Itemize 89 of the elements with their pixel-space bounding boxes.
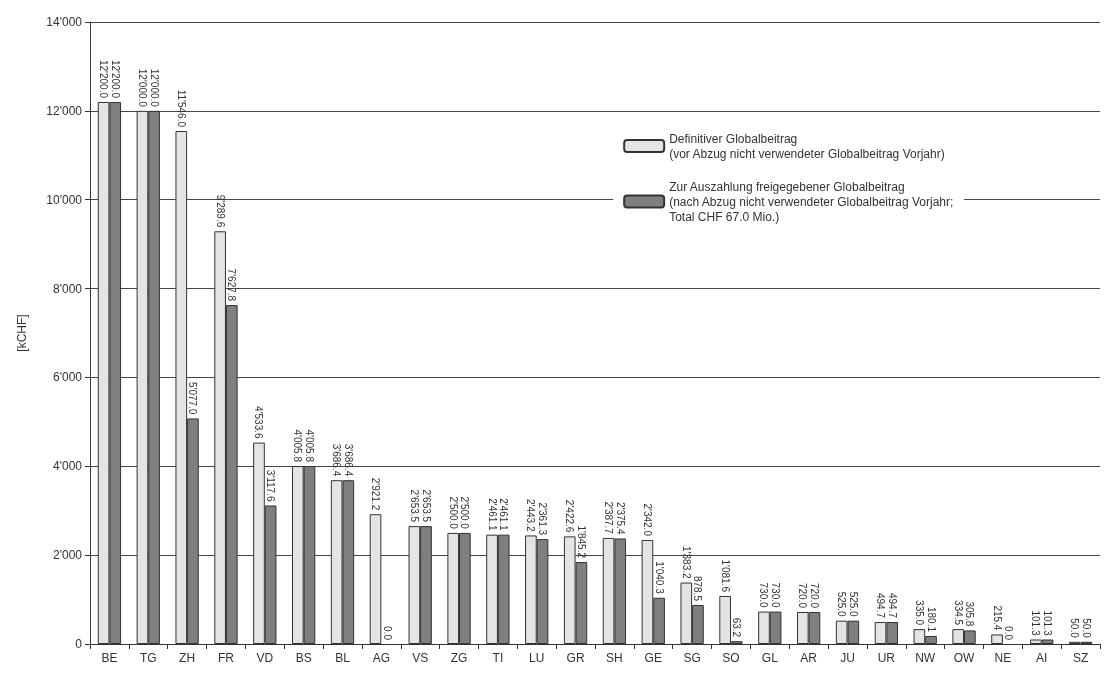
x-tick-label: VS: [412, 651, 429, 665]
x-tick-label: ZG: [450, 651, 468, 665]
x-tick-label: JU: [840, 651, 855, 665]
data-label: 2'375.4: [614, 501, 626, 535]
data-label: 2'921.2: [370, 477, 382, 511]
data-label: 12'200.0: [109, 59, 121, 99]
data-label: 1'040.3: [653, 561, 665, 595]
data-label: 9'289.6: [214, 194, 226, 228]
data-label: 50.0: [1069, 618, 1081, 639]
x-tick-label: TI: [492, 651, 504, 665]
data-label: 305.8: [964, 601, 976, 627]
x-tick-label: TG: [139, 651, 157, 665]
data-label: 2'461.1: [498, 498, 510, 532]
y-tick-label: 4'000: [53, 459, 83, 474]
y-tick-label: 10'000: [46, 192, 83, 207]
y-tick-label: 14'000: [46, 15, 83, 29]
legend-label: Definitiver Globalbeitrag (vor Abzug nicht verwendeter Globalbeitrag Vorjahr): [669, 131, 945, 161]
data-label: 2'653.5: [420, 489, 432, 523]
data-label: 878.5: [692, 575, 704, 602]
data-label: 2'653.5: [408, 489, 420, 523]
data-label: 525.0: [847, 591, 859, 618]
x-tick-label: SH: [606, 651, 623, 665]
y-tick-label: 12'000: [46, 103, 83, 118]
x-tick-label: OW: [953, 651, 976, 665]
x-tick-label: GR: [566, 651, 585, 665]
data-label: 2'422.6: [564, 499, 576, 533]
data-label: 2'500.0: [459, 496, 471, 530]
data-label: 180.1: [925, 606, 937, 633]
y-tick-label: 0: [75, 637, 83, 651]
x-tick-label: AR: [800, 651, 818, 665]
data-label: 2'461.1: [486, 498, 498, 532]
x-tick-label: NE: [994, 651, 1012, 665]
data-label: 335.0: [913, 600, 925, 626]
data-label: 4'533.6: [253, 406, 265, 440]
x-tick-label: UR: [877, 651, 896, 665]
x-tick-label: FR: [217, 651, 235, 665]
data-label: 334.5: [952, 600, 964, 626]
data-label: 494.7: [875, 592, 887, 619]
data-label: 730.0: [770, 582, 782, 608]
x-tick-label: AG: [372, 651, 391, 665]
x-tick-label: NW: [915, 651, 936, 665]
x-tick-label: BS: [295, 651, 312, 665]
data-label: 0.0: [381, 626, 393, 641]
data-label: 1'845.2: [575, 525, 587, 559]
data-label: 101.3: [1042, 610, 1054, 636]
x-tick-label: GL: [761, 651, 779, 665]
data-label: 525.0: [836, 591, 848, 618]
data-label: 2'500.0: [447, 496, 459, 530]
x-tick-label: LU: [529, 651, 545, 665]
data-label: 5'077.0: [187, 381, 199, 415]
data-label: 3'686.4: [331, 443, 343, 477]
y-tick-label: 6'000: [53, 370, 83, 385]
legend-label: Zur Auszahlung freigegebener Globalbeitrag (nach Abzug nicht verwendeter Globalbeitrag Vorjahr; Total CHF 67.0 Mio.): [669, 179, 954, 224]
x-tick-label: GE: [644, 651, 662, 665]
data-label: 215.4: [991, 605, 1003, 631]
data-label: 720.0: [808, 582, 820, 609]
data-label: 2'387.7: [603, 501, 615, 535]
data-label: 3'686.4: [342, 443, 354, 477]
data-label: 1'383.2: [680, 546, 692, 579]
data-label: 494.7: [886, 592, 898, 619]
x-tick-label: SZ: [1072, 651, 1089, 665]
data-label: 4'005.8: [292, 429, 304, 463]
y-tick-label: 2'000: [53, 548, 83, 563]
x-tick-label: BE: [101, 651, 118, 665]
x-tick-label: SO: [722, 651, 740, 665]
y-tick-label: 8'000: [53, 281, 83, 296]
data-label: 101.3: [1030, 610, 1042, 636]
data-label: 2'342.0: [641, 503, 653, 537]
x-tick-label: ZH: [179, 651, 196, 665]
data-label: 12'000.0: [148, 68, 160, 108]
x-tick-label: VD: [256, 651, 274, 665]
x-tick-label: BL: [335, 651, 351, 665]
data-label: 4'005.8: [303, 429, 315, 463]
data-label: 2'361.3: [537, 502, 549, 536]
data-label: 11'546.0: [175, 89, 187, 128]
x-tick-label: SG: [683, 651, 701, 665]
data-label: 2'443.2: [525, 498, 537, 532]
data-label: 50.0: [1080, 618, 1092, 639]
data-label: 730.0: [758, 582, 770, 608]
data-label: 63.2: [731, 617, 743, 638]
x-tick-label: AI: [1036, 651, 1048, 665]
y-axis-title: [kCHF]: [15, 314, 29, 352]
data-label: 0.0: [1003, 626, 1015, 641]
data-label: 12'000.0: [136, 68, 148, 108]
data-label: 720.0: [797, 582, 809, 609]
data-label: 3'117.6: [265, 469, 277, 502]
data-label: 1'081.6: [719, 559, 731, 593]
data-label: 7'627.8: [226, 268, 238, 302]
data-label: 12'200.0: [98, 59, 110, 99]
